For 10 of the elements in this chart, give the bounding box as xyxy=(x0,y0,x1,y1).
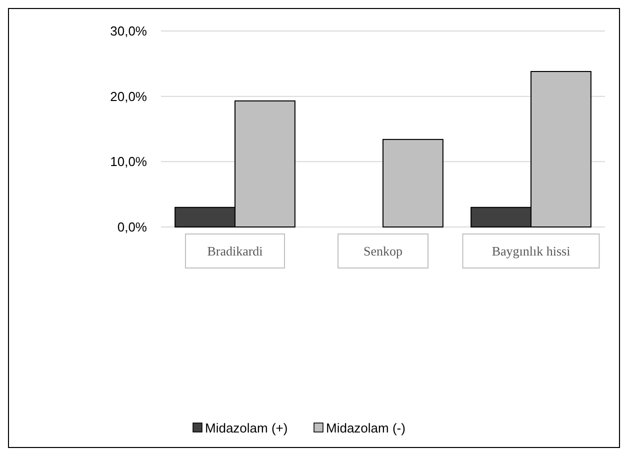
x-tick-label: Baygınlık hissi xyxy=(492,244,571,259)
y-tick-label: 20,0% xyxy=(110,88,148,104)
y-tick-label: 0,0% xyxy=(117,220,148,235)
y-tick-label: 10,0% xyxy=(110,154,148,170)
x-tick-label: Senkop xyxy=(364,244,402,259)
legend-label: Midazolam (+) xyxy=(205,420,288,436)
legend-label: Midazolam (-) xyxy=(326,420,406,436)
y-tick-label: 30,0% xyxy=(110,24,148,39)
bar xyxy=(382,138,444,228)
x-tick-label: Bradikardi xyxy=(207,244,264,259)
